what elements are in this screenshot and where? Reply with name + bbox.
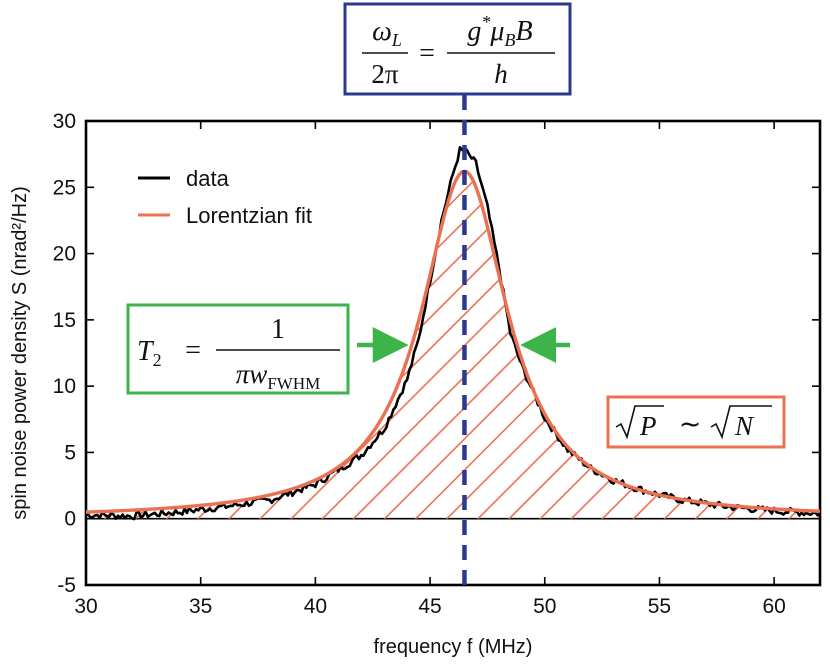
power-scaling-annotation: P ∼ N (606, 395, 786, 449)
t2-equals: = (185, 335, 201, 366)
legend-label-data: data (186, 166, 230, 191)
sqrt-n-radical (710, 405, 772, 440)
y-axis-label: spin noise power density S (nrad²/Hz) (9, 186, 31, 519)
x-tick-label: 35 (189, 595, 212, 618)
y-tick-label: 20 (53, 243, 76, 266)
lorentzian-hatched-area (86, 171, 820, 519)
t2-denominator: πwFWHM (236, 359, 320, 393)
plot-frame (84, 119, 822, 587)
t2-box (126, 303, 350, 395)
x-tick-label: 45 (418, 595, 441, 618)
larmor-box (343, 2, 572, 96)
y-tick-label: 25 (53, 176, 76, 199)
legend: data Lorentzian fit (138, 166, 312, 228)
larmor-equals: = (419, 38, 435, 69)
larmor-rhs-denominator: h (494, 59, 508, 89)
x-axis-ticks: 30 35 40 45 50 55 60 (74, 121, 786, 618)
lorentzian-fit-line (86, 169, 820, 514)
power-n: N (734, 411, 755, 441)
x-tick-label: 55 (648, 595, 671, 618)
larmor-rhs-numerator: g*μBB (467, 12, 532, 50)
y-tick-label: 10 (53, 375, 76, 398)
data-series-line (86, 146, 820, 521)
y-tick-label: 0 (64, 508, 76, 531)
legend-label-fit: Lorentzian fit (186, 203, 312, 228)
t2-numerator: 1 (271, 314, 285, 345)
y-tick-label: 15 (53, 309, 76, 332)
x-tick-label: 40 (304, 595, 327, 618)
y-axis-ticks: -5 0 5 10 15 20 25 30 (53, 110, 820, 597)
y-tick-label: 30 (53, 110, 76, 133)
power-p: P (639, 411, 657, 441)
x-tick-label: 30 (74, 595, 97, 618)
larmor-frequency-annotation: ωL 2π = g*μBB h (343, 2, 572, 96)
larmor-lhs-denominator: 2π (371, 59, 399, 89)
power-tilde: ∼ (679, 409, 702, 439)
t2-annotation: T2 = 1 πwFWHM (126, 303, 350, 395)
x-tick-label: 60 (762, 595, 785, 618)
y-tick-label: -5 (57, 574, 76, 597)
larmor-lhs-numerator: ωL (372, 16, 402, 50)
sqrt-p-radical (615, 405, 664, 440)
y-tick-label: 5 (64, 441, 76, 464)
t2-lhs: T2 (137, 336, 162, 370)
x-tick-label: 50 (533, 595, 556, 618)
x-axis-label: frequency f (MHz) (374, 636, 533, 658)
